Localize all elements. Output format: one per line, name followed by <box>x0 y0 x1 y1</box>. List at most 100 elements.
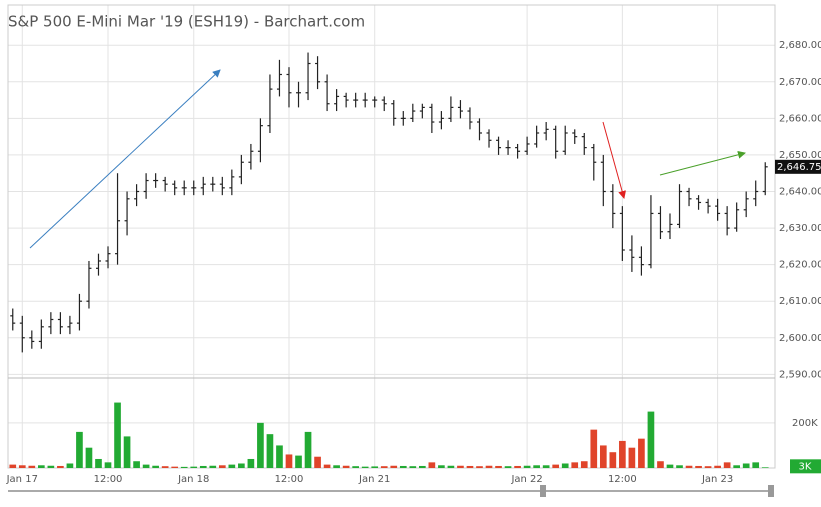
volume-bar <box>152 465 159 468</box>
last-price-box <box>775 159 821 174</box>
volume-bar <box>57 465 64 468</box>
volume-bar <box>428 462 436 468</box>
volume-bar <box>580 461 588 468</box>
volume-bar <box>257 422 264 468</box>
volume-bar <box>695 465 702 468</box>
x-tick-label: Jan 23 <box>701 474 733 485</box>
volume-bar <box>552 464 560 468</box>
volume-bar <box>438 465 445 468</box>
volume-bar <box>704 466 712 468</box>
volume-bar <box>304 431 312 468</box>
annotation-arrow <box>29 69 221 249</box>
volume-bar <box>599 445 607 468</box>
scroll-handle[interactable] <box>540 485 546 497</box>
y-tick-label: 2,620.00 <box>779 260 821 271</box>
volume-bar <box>66 463 74 468</box>
volume-bar <box>314 456 321 468</box>
volume-bar <box>733 465 740 468</box>
volume-bar <box>199 465 207 468</box>
chart-title: S&P 500 E-Mini Mar '19 (ESH19) - Barchar… <box>8 13 365 31</box>
volume-tick-label: 200K <box>792 418 818 429</box>
volume-bar <box>371 466 379 468</box>
y-tick-label: 2,610.00 <box>779 296 821 307</box>
volume-bar <box>380 466 388 468</box>
volume-bar <box>133 461 140 468</box>
volume-bar <box>476 466 483 468</box>
volume-bar <box>533 465 540 468</box>
x-tick-label: Jan 17 <box>6 474 38 485</box>
last-volume-label: 3K <box>799 461 812 472</box>
volume-bar <box>419 465 426 468</box>
volume-bar <box>628 447 636 468</box>
volume-bar <box>495 465 502 468</box>
volume-bar <box>590 429 598 468</box>
volume-bar <box>76 431 83 468</box>
volume-bar <box>485 465 493 468</box>
x-tick-label: 12:00 <box>275 474 304 485</box>
volume-bar <box>609 452 617 468</box>
volume-bar <box>333 465 340 468</box>
volume-bar <box>171 466 179 468</box>
volume-bar <box>276 445 283 468</box>
volume-bar <box>447 465 455 468</box>
volume-bar <box>619 440 626 468</box>
volume-bar <box>180 466 188 468</box>
x-tick-label: Jan 18 <box>177 474 209 485</box>
volume-bar <box>409 466 417 468</box>
last-price-label: 2,646.75 <box>777 162 821 173</box>
volume-bar <box>714 465 721 468</box>
volume-bar <box>295 455 302 468</box>
volume-bar <box>657 461 664 468</box>
volume-bar <box>9 464 17 468</box>
annotation-arrow <box>602 121 626 199</box>
volume-bar <box>742 463 750 468</box>
volume-bar <box>123 436 131 468</box>
volume-bar <box>504 466 512 468</box>
y-tick-label: 2,630.00 <box>779 223 821 234</box>
volume-bar <box>285 454 293 468</box>
volume-bar <box>561 463 569 468</box>
last-volume-box <box>790 459 821 474</box>
volume-bar <box>647 411 655 468</box>
volume-bar <box>85 447 93 468</box>
volume-bar <box>190 466 198 468</box>
x-tick-label: 12:00 <box>94 474 123 485</box>
volume-bar <box>457 465 464 468</box>
volume-bar <box>466 465 474 468</box>
volume-bar <box>571 462 579 468</box>
volume-bar <box>247 458 255 468</box>
volume-bar <box>390 465 398 468</box>
y-tick-label: 2,600.00 <box>779 333 821 344</box>
volume-bar <box>399 465 407 468</box>
volume-bar <box>28 465 36 468</box>
x-tick-label: Jan 22 <box>510 474 542 485</box>
volume-bar <box>352 466 359 468</box>
x-tick-label: 12:00 <box>608 474 637 485</box>
y-tick-label: 2,670.00 <box>779 77 821 88</box>
volume-bar <box>228 464 236 468</box>
scroll-handle[interactable] <box>768 485 774 497</box>
volume-bar <box>323 464 331 468</box>
volume-bar <box>361 466 369 468</box>
y-tick-label: 2,640.00 <box>779 187 821 198</box>
volume-bar <box>209 465 217 468</box>
volume-bar <box>752 462 760 468</box>
volume-bar <box>38 465 45 468</box>
y-tick-label: 2,660.00 <box>779 113 821 124</box>
annotation-arrow <box>659 150 746 176</box>
volume-bar <box>514 465 521 468</box>
volume-bar <box>95 458 102 468</box>
volume-bar <box>104 462 112 468</box>
volume-bar <box>676 465 683 468</box>
volume-bar <box>18 465 26 468</box>
volume-bar <box>161 466 169 468</box>
volume-bar <box>266 434 274 468</box>
volume-bar <box>761 467 769 468</box>
volume-bar <box>666 464 674 468</box>
y-tick-label: 2,650.00 <box>779 150 821 161</box>
volume-bar <box>47 465 55 468</box>
x-tick-label: Jan 21 <box>358 474 390 485</box>
volume-bar <box>723 462 731 468</box>
volume-bar <box>238 463 245 468</box>
